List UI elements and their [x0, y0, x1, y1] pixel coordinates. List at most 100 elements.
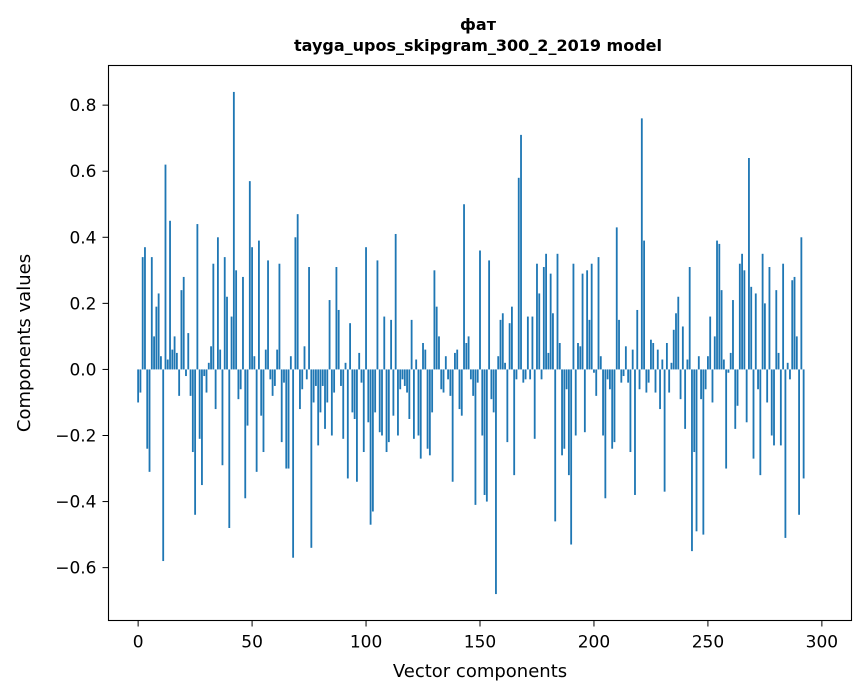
bar — [615, 227, 618, 370]
bar — [645, 369, 648, 393]
bar — [385, 369, 388, 453]
bar — [492, 369, 495, 413]
bar — [634, 369, 636, 495]
bar — [449, 369, 452, 396]
bar — [679, 369, 682, 400]
bar — [369, 369, 372, 525]
bar — [490, 369, 493, 400]
bar — [672, 329, 675, 370]
bar — [349, 323, 351, 370]
bar — [137, 369, 140, 403]
bar — [242, 276, 244, 370]
bar — [675, 313, 677, 370]
bar — [624, 346, 627, 370]
bar — [221, 369, 224, 466]
bar — [358, 352, 361, 370]
bar — [618, 319, 620, 370]
bar — [399, 369, 402, 390]
bar — [659, 369, 661, 410]
bar — [267, 260, 269, 370]
bar — [508, 323, 511, 370]
bar — [652, 343, 655, 370]
bar — [711, 369, 714, 403]
bar — [324, 369, 326, 429]
y-tick-label: 0.4 — [69, 228, 96, 248]
bar — [426, 369, 429, 449]
bar — [775, 290, 778, 370]
bar — [572, 263, 575, 370]
x-axis-label: Vector components — [393, 661, 567, 682]
bar — [210, 346, 212, 370]
bar — [691, 369, 693, 552]
bar — [230, 316, 233, 370]
bar — [574, 369, 577, 436]
bar — [622, 369, 625, 377]
x-tick-label: 300 — [806, 633, 838, 653]
bar — [759, 369, 762, 476]
bar — [346, 369, 349, 479]
y-tick-label: 0.8 — [69, 96, 96, 116]
bar — [524, 369, 527, 380]
bar — [330, 369, 333, 436]
bar — [727, 369, 730, 373]
bar — [757, 369, 759, 390]
bar — [736, 369, 739, 406]
bar — [709, 316, 712, 370]
bar — [570, 369, 573, 545]
bar — [577, 343, 579, 370]
bar — [495, 369, 497, 595]
bar — [326, 369, 329, 403]
bar — [340, 369, 342, 386]
bar — [743, 270, 746, 370]
bar — [201, 369, 203, 486]
bar — [317, 369, 320, 446]
bar — [707, 356, 709, 370]
bar — [511, 306, 513, 370]
bar — [148, 369, 151, 472]
bar — [499, 319, 502, 370]
bar — [444, 356, 447, 370]
x-tick-label: 150 — [464, 633, 496, 653]
y-axis-ticks: −0.6 −0.4 −0.2 0.0 0.2 0.4 0.6 0.8 — [55, 96, 109, 579]
bar — [194, 369, 197, 515]
bar — [768, 267, 771, 370]
bar — [374, 369, 377, 413]
bar — [681, 326, 684, 370]
bar — [246, 369, 249, 426]
bar — [144, 247, 146, 370]
bar — [586, 270, 589, 370]
bar — [185, 369, 187, 377]
bar — [802, 369, 805, 479]
bar — [720, 290, 723, 370]
x-axis-ticks: 0 50 100 150 200 250 300 — [133, 620, 838, 653]
bar — [219, 349, 222, 370]
bar — [545, 253, 547, 370]
y-tick-label: −0.6 — [55, 559, 96, 579]
bar — [713, 336, 716, 370]
bar — [289, 356, 292, 370]
bar — [784, 369, 787, 538]
bar — [529, 369, 532, 380]
bar — [716, 240, 718, 370]
bar — [454, 352, 456, 370]
bar — [650, 339, 652, 370]
bar — [232, 91, 235, 370]
bar — [408, 369, 411, 419]
bar — [139, 369, 142, 393]
bar — [276, 349, 279, 370]
bar — [766, 369, 769, 403]
bar — [793, 276, 796, 370]
bar — [356, 369, 358, 482]
bar — [203, 369, 206, 377]
bar — [460, 369, 463, 416]
bar — [422, 343, 424, 370]
y-tick-label: 0.6 — [69, 162, 96, 182]
bar — [483, 369, 486, 495]
bar — [538, 293, 541, 370]
bar — [431, 369, 434, 413]
bar — [472, 369, 475, 396]
bar — [476, 369, 479, 383]
bar — [189, 369, 192, 396]
bar — [310, 369, 313, 548]
bar — [777, 352, 780, 370]
